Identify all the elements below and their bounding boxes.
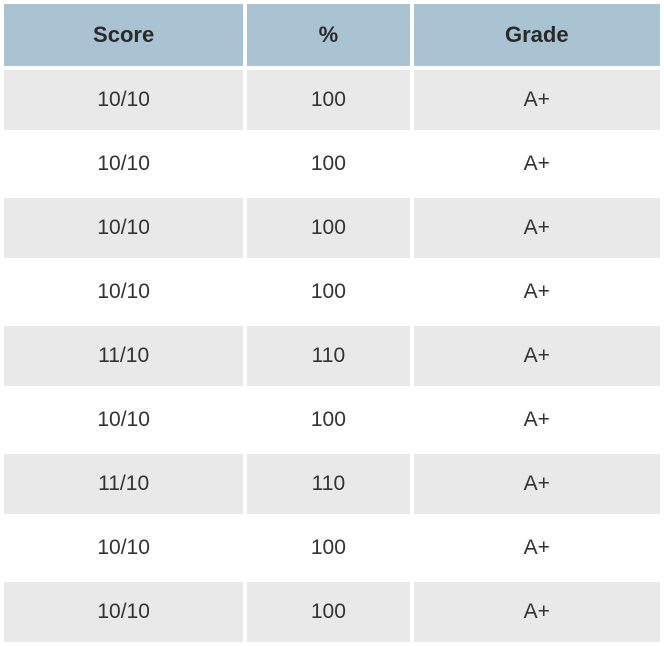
cell-percent: 100 bbox=[247, 70, 409, 130]
cell-percent: 100 bbox=[247, 582, 409, 642]
column-header-grade: Grade bbox=[414, 4, 660, 66]
cell-grade: A+ bbox=[414, 262, 660, 322]
cell-score: 10/10 bbox=[4, 70, 243, 130]
cell-grade: A+ bbox=[414, 198, 660, 258]
cell-grade: A+ bbox=[414, 134, 660, 194]
cell-percent: 110 bbox=[247, 454, 409, 514]
cell-grade: A+ bbox=[414, 390, 660, 450]
table-row: 11/10 110 A+ bbox=[4, 326, 660, 386]
grades-table: Score % Grade 10/10 100 A+ 10/10 100 A+ … bbox=[0, 0, 664, 646]
cell-score: 10/10 bbox=[4, 134, 243, 194]
cell-percent: 100 bbox=[247, 262, 409, 322]
table-header-row: Score % Grade bbox=[4, 4, 660, 66]
cell-score: 10/10 bbox=[4, 390, 243, 450]
table-row: 10/10 100 A+ bbox=[4, 582, 660, 642]
cell-score: 10/10 bbox=[4, 518, 243, 578]
table-row: 10/10 100 A+ bbox=[4, 518, 660, 578]
cell-score: 10/10 bbox=[4, 198, 243, 258]
cell-grade: A+ bbox=[414, 326, 660, 386]
cell-grade: A+ bbox=[414, 582, 660, 642]
cell-score: 11/10 bbox=[4, 454, 243, 514]
table-row: 10/10 100 A+ bbox=[4, 198, 660, 258]
cell-percent: 110 bbox=[247, 326, 409, 386]
table-row: 10/10 100 A+ bbox=[4, 70, 660, 130]
cell-percent: 100 bbox=[247, 198, 409, 258]
column-header-percent: % bbox=[247, 4, 409, 66]
cell-percent: 100 bbox=[247, 518, 409, 578]
cell-score: 10/10 bbox=[4, 582, 243, 642]
cell-score: 11/10 bbox=[4, 326, 243, 386]
table-row: 10/10 100 A+ bbox=[4, 262, 660, 322]
table-row: 11/10 110 A+ bbox=[4, 454, 660, 514]
table-row: 10/10 100 A+ bbox=[4, 134, 660, 194]
cell-grade: A+ bbox=[414, 70, 660, 130]
table-row: 10/10 100 A+ bbox=[4, 390, 660, 450]
cell-percent: 100 bbox=[247, 134, 409, 194]
cell-grade: A+ bbox=[414, 454, 660, 514]
cell-grade: A+ bbox=[414, 518, 660, 578]
cell-percent: 100 bbox=[247, 390, 409, 450]
cell-score: 10/10 bbox=[4, 262, 243, 322]
column-header-score: Score bbox=[4, 4, 243, 66]
